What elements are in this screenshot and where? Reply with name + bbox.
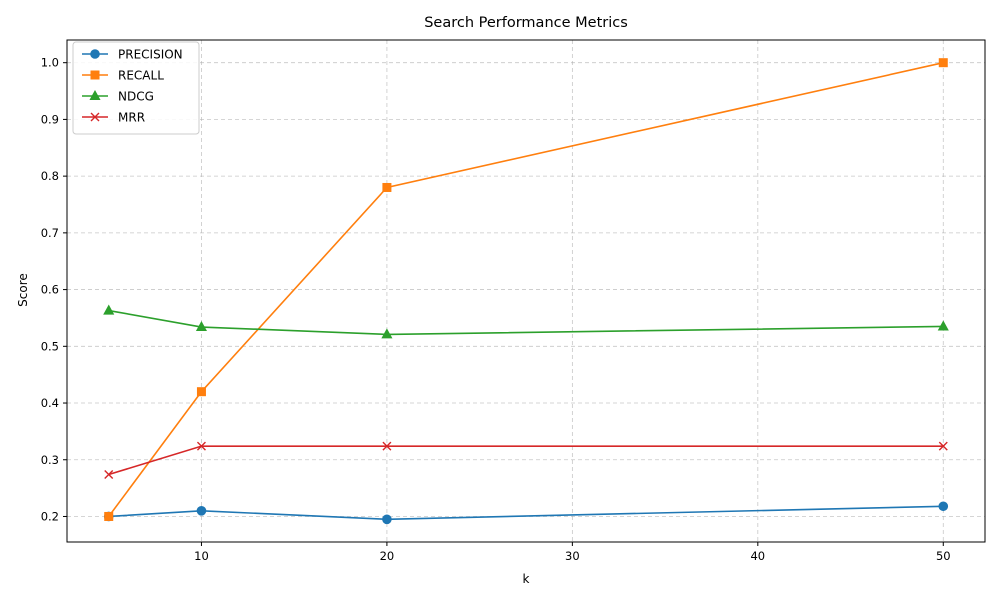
legend-marker-precision (90, 49, 100, 59)
data-point-mrr (938, 441, 948, 451)
data-point-mrr (382, 441, 392, 451)
data-point-precision (196, 506, 207, 516)
data-point-recall (196, 387, 206, 397)
series-line-recall (108, 61, 944, 517)
y-tick-label: 0.5 (41, 339, 59, 353)
x-tick-label: 50 (936, 549, 951, 563)
data-point-recall (382, 182, 392, 192)
y-tick-label: 0.2 (41, 509, 59, 523)
data-point-mrr (196, 441, 206, 451)
x-axis-label: k (523, 572, 530, 586)
plot-frame (66, 39, 986, 543)
data-point-ndcg (381, 328, 393, 339)
y-tick-label: 0.7 (41, 226, 59, 240)
data-point-mrr (104, 470, 114, 479)
legend-marker-recall (90, 70, 100, 80)
series-line-precision (108, 505, 944, 521)
legend-label-recall: RECALL (118, 69, 164, 83)
data-point-ndcg (103, 304, 115, 315)
y-tick-label: 0.6 (41, 283, 59, 297)
legend-marker-ndcg (89, 89, 101, 100)
x-tick-label: 40 (750, 549, 765, 563)
data-point-recall (938, 58, 948, 68)
data-point-precision (938, 501, 949, 512)
chart-title: Search Performance Metrics (424, 15, 628, 31)
data-point-recall (104, 511, 114, 521)
data-point-ndcg (195, 320, 208, 332)
y-tick-label: 0.9 (41, 112, 59, 126)
data-point-precision (382, 514, 392, 525)
legend-marker-mrr (90, 112, 100, 122)
y-tick-label: 0.4 (41, 396, 59, 410)
x-tick-label: 30 (565, 549, 580, 563)
y-axis-label: Score (16, 273, 30, 307)
series-line-mrr (108, 445, 944, 476)
x-tick-label: 20 (380, 549, 395, 563)
y-tick-label: 0.3 (41, 453, 59, 467)
legend-label-ndcg: NDCG (118, 90, 154, 104)
data-point-ndcg (937, 320, 949, 331)
series-line-ndcg (108, 309, 944, 336)
legend-box (72, 41, 200, 135)
legend-label-precision: PRECISION (118, 48, 183, 62)
x-tick-label: 10 (194, 549, 209, 563)
y-tick-label: 1.0 (41, 56, 59, 70)
legend-label-mrr: MRR (118, 111, 145, 125)
y-tick-label: 0.8 (41, 169, 59, 183)
